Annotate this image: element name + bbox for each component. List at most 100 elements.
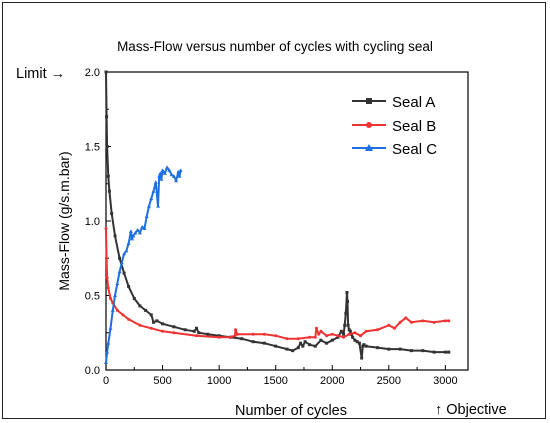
data-point-seal-b — [313, 335, 317, 339]
data-point-seal-a — [447, 350, 451, 354]
data-point-seal-a — [360, 356, 364, 360]
data-point-seal-c — [115, 281, 120, 286]
x-tick-label: 2500 — [377, 375, 401, 387]
data-point-seal-c — [153, 180, 158, 184]
data-point-seal-c — [151, 189, 156, 193]
data-point-seal-c — [131, 233, 136, 238]
data-point-seal-b — [398, 320, 402, 324]
legend-marker-seal-c — [365, 144, 373, 151]
data-point-seal-a — [339, 329, 343, 333]
data-point-seal-a — [313, 344, 317, 348]
data-point-seal-b — [127, 317, 131, 321]
data-point-seal-b — [342, 335, 346, 339]
legend-marker-seal-b — [366, 122, 372, 128]
data-point-seal-b — [195, 334, 198, 338]
legend-marker-seal-a — [366, 98, 372, 104]
data-point-seal-b — [447, 319, 451, 323]
legend-label-seal-c: Seal C — [392, 141, 437, 158]
data-point-seal-b — [235, 332, 239, 336]
data-point-seal-c — [137, 230, 142, 235]
data-point-seal-a — [357, 341, 361, 345]
plot-area — [105, 71, 469, 371]
data-point-seal-a — [192, 329, 196, 333]
data-point-seal-a — [355, 340, 359, 344]
data-point-seal-c — [140, 224, 145, 229]
data-point-seal-a — [138, 304, 142, 308]
data-point-seal-c — [130, 236, 135, 241]
data-point-seal-c — [110, 308, 115, 312]
data-point-seal-b — [336, 334, 340, 338]
data-point-seal-c — [124, 248, 129, 253]
data-point-seal-b — [314, 326, 318, 330]
data-point-seal-a — [251, 340, 255, 344]
axis-ticks: 0 500 1000 1500 2000 2500 3000 0.0 0.5 1.0 1.5 2.0 — [85, 67, 458, 387]
data-point-seal-c — [106, 341, 111, 345]
x-tick-label: 2000 — [320, 375, 344, 387]
data-point-seal-c — [135, 227, 140, 232]
x-tick-label: 0 — [103, 375, 109, 387]
data-point-seal-a — [152, 320, 156, 324]
data-point-seal-b — [285, 337, 289, 341]
data-point-seal-c — [128, 229, 133, 233]
data-point-seal-c — [162, 171, 167, 175]
data-point-seal-b — [228, 335, 232, 339]
data-point-seal-b — [138, 323, 142, 327]
data-point-seal-b — [104, 226, 108, 230]
data-point-seal-a — [296, 346, 300, 350]
y-tick-label: 2.0 — [85, 67, 100, 79]
data-point-seal-a — [161, 322, 165, 326]
data-point-seal-c — [105, 350, 110, 354]
data-point-seal-b — [106, 286, 110, 290]
data-point-seal-c — [157, 174, 162, 178]
data-point-seal-b — [308, 335, 312, 339]
data-point-seal-a — [325, 341, 329, 345]
data-point-seal-b — [364, 329, 368, 333]
data-point-seal-b — [404, 316, 408, 320]
data-point-seal-b — [217, 335, 221, 339]
data-point-seal-c — [126, 241, 131, 245]
data-point-seal-c — [142, 226, 147, 230]
data-point-seal-b — [121, 313, 125, 317]
data-point-seal-b — [234, 328, 238, 332]
data-point-seal-b — [115, 308, 119, 312]
data-point-seal-b — [296, 337, 300, 341]
data-point-seal-c — [113, 293, 118, 297]
data-point-seal-c — [144, 214, 149, 219]
data-point-seal-b — [330, 332, 334, 336]
data-point-seal-c — [176, 169, 181, 174]
data-point-seal-a — [197, 331, 201, 335]
legend-label-seal-a: Seal A — [392, 94, 435, 111]
data-point-seal-a — [364, 344, 368, 348]
data-point-seal-b — [443, 319, 447, 323]
data-point-seal-c — [174, 178, 179, 183]
data-point-seal-b — [105, 256, 109, 260]
data-point-seal-a — [144, 308, 148, 312]
data-point-seal-c — [108, 326, 113, 330]
data-point-seal-b — [376, 328, 379, 332]
objective-annotation: ↑ Objective — [435, 402, 507, 418]
data-point-seal-b — [325, 334, 329, 338]
data-point-seal-a — [343, 323, 347, 327]
data-point-seal-a — [308, 343, 312, 347]
data-point-seal-b — [251, 332, 255, 336]
data-point-seal-a — [172, 325, 176, 329]
data-point-seal-a — [351, 335, 355, 339]
data-point-seal-a — [443, 350, 447, 354]
data-point-seal-b — [109, 296, 113, 300]
data-point-seal-c — [122, 251, 127, 256]
limit-annotation: Limit → — [16, 66, 65, 82]
x-tick-label: 1500 — [263, 375, 287, 387]
data-point-seal-b — [353, 331, 357, 335]
data-point-seal-a — [346, 299, 350, 303]
y-axis-label: Mass-Flow (g/s.m.bar) — [56, 151, 72, 290]
data-point-seal-b — [432, 320, 436, 324]
data-point-seal-b — [392, 326, 396, 330]
data-point-seal-a — [299, 341, 303, 345]
data-point-seal-c — [156, 204, 161, 208]
data-point-seal-c — [149, 196, 154, 201]
data-point-seal-b — [359, 334, 363, 338]
data-point-seal-c — [104, 360, 108, 365]
data-point-seal-a — [110, 212, 114, 216]
data-point-seal-a — [432, 350, 436, 354]
chart-title: Mass-Flow versus number of cycles with c… — [117, 39, 433, 54]
